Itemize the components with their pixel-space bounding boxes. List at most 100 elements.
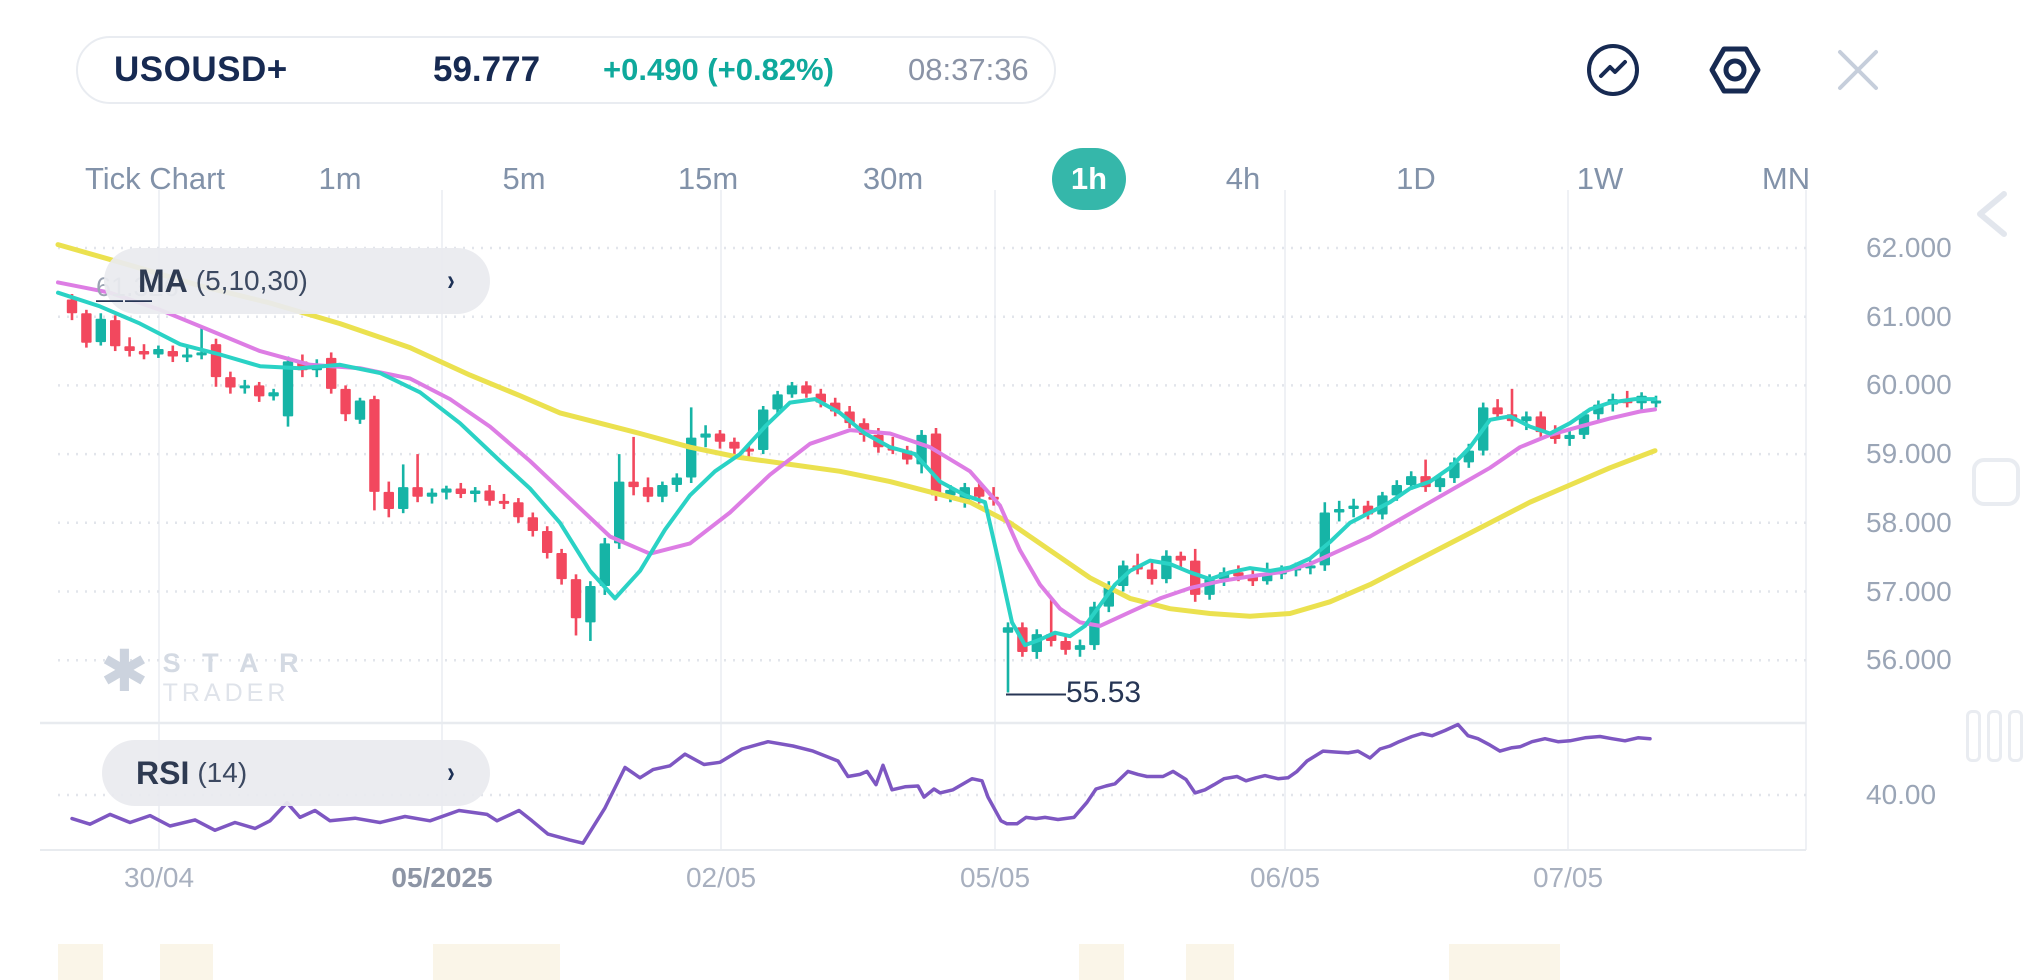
candle [484,485,495,506]
collapse-panel-chevron[interactable] [1966,186,2018,247]
candle [628,436,639,496]
bottom-action-stub[interactable] [1186,944,1234,980]
ma-indicator-label: MA [138,262,188,299]
candle [398,464,409,514]
candle [153,345,164,358]
candle [671,473,682,492]
candle [513,498,524,523]
candle [340,385,351,422]
candle [1492,399,1503,420]
candle [470,487,481,503]
candle [369,395,380,511]
timeframe-tab-5m[interactable]: 5m [502,161,546,196]
rsi-indicator-pill[interactable]: RSI (14) › [102,740,490,806]
candle [729,437,740,455]
timeframe-tab-1w[interactable]: 1W [1576,161,1624,196]
candle [354,397,366,424]
rsi-tick-label: 40.00 [1866,779,1937,810]
timeframe-tab-4h[interactable]: 4h [1225,161,1261,196]
price-change: +0.490 (+0.82%) [603,52,834,87]
candle [239,379,250,394]
candle [196,327,207,360]
close-icon[interactable] [1826,38,1890,102]
bottom-action-stub[interactable] [1449,944,1560,980]
candle [1348,498,1359,518]
candle [383,481,394,518]
candle [585,581,596,641]
symbol-header[interactable]: USOUSD+ 59.777 +0.490 (+0.82%) 08:37:36 [76,36,1056,104]
ma5-line [56,290,1657,648]
timeframe-tab-mn[interactable]: MN [1761,161,1811,196]
candle [498,493,510,510]
candle [254,381,265,402]
candle [326,352,337,394]
candle [527,512,538,537]
star-logo-icon: ✱ [100,639,149,704]
timeframe-tab-1h[interactable]: 1h [1052,148,1126,210]
timeframe-tab-tick-chart[interactable]: Tick Chart [84,161,226,196]
rsi-line [70,722,1652,845]
timeframe-tab-15m[interactable]: 15m [677,161,739,196]
candle [930,427,942,501]
candle [1161,550,1172,584]
bottom-action-stub[interactable] [160,944,213,980]
date-tick-label: 05/2025 [391,862,493,893]
candle [1420,459,1431,492]
watermark-line2: TRADER [162,679,290,707]
settings-hexagon-icon[interactable] [1703,38,1767,102]
candle [1334,500,1345,522]
symbol-name: USOUSD+ [114,50,288,89]
date-tick-label: 06/05 [1249,862,1321,893]
server-time: 08:37:36 [908,52,1029,87]
price-tick-label: 60.000 [1866,369,1952,401]
timeframe-tab-1m[interactable]: 1m [318,161,362,196]
candle [268,388,279,401]
candle [542,526,553,559]
snapshot-button[interactable] [1972,458,2020,506]
price-tick-label: 61.000 [1866,300,1952,332]
period-low-label: ——55.53 [1006,676,1142,709]
date-tick-label: 05/05 [959,862,1031,893]
candle [441,485,452,500]
bottom-action-stub[interactable] [1079,944,1124,980]
broker-watermark: ✱ S T A R TRADER [100,639,306,708]
candle [1060,634,1071,655]
candle [614,454,625,549]
candle [95,313,106,346]
candle [700,425,711,448]
candle [182,346,193,363]
price-tick-label: 58.000 [1866,506,1952,538]
timeframe-tab-1d[interactable]: 1D [1396,161,1436,196]
candle [714,430,726,449]
candle [772,390,783,415]
price-tick-label: 62.000 [1866,232,1952,263]
price-tick-label: 59.000 [1866,438,1952,470]
trend-circle-icon[interactable] [1581,38,1645,102]
date-tick-label: 07/05 [1532,862,1604,893]
candle [1175,551,1186,568]
candle [1074,639,1086,657]
date-tick-label: 02/05 [685,862,757,893]
timeframe-tab-30m[interactable]: 30m [862,161,924,196]
ma30-line [55,242,1658,619]
candle [138,344,150,360]
candle [1564,430,1575,446]
chevron-right-icon: › [447,264,455,297]
candle [225,371,236,394]
bottom-action-stub[interactable] [58,944,103,980]
candle [1002,622,1014,693]
bottom-action-stub[interactable] [433,944,560,980]
candle [642,477,654,503]
candle [570,574,582,636]
candle [110,315,121,352]
candle [556,548,567,585]
candle [81,309,92,348]
candle [455,482,466,499]
rsi-indicator-params: (14) [197,757,248,788]
drawer-handle-bars[interactable] [1966,710,2029,767]
rsi-indicator-label: RSI [136,754,190,791]
period-high-dashes: —— [96,284,154,314]
ma-indicator-pill[interactable]: MA (5,10,30) › [104,248,490,314]
